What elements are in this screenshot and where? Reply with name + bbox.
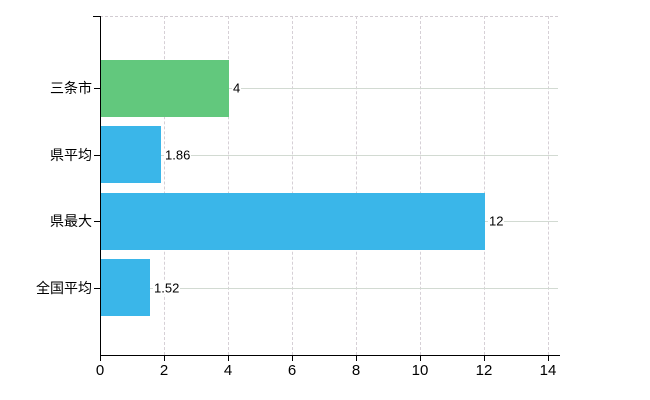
x-tick-label: 8 (351, 362, 361, 379)
x-tick-label: 6 (287, 362, 297, 379)
y-axis-tick (94, 88, 100, 89)
y-axis-tick (94, 155, 100, 156)
y-axis-tick (94, 221, 100, 222)
chart-bar (101, 193, 485, 250)
x-tick-label: 10 (411, 362, 429, 379)
gridline-horizontal (101, 88, 558, 89)
gridline-vertical (164, 16, 165, 355)
x-tick-label: 2 (159, 362, 169, 379)
x-tick-label: 14 (539, 362, 557, 379)
bar-value-label: 1.86 (164, 147, 192, 163)
bar-value-label: 12 (488, 213, 505, 229)
y-axis-line (100, 16, 101, 356)
category-label: 三条市 (50, 80, 92, 96)
gridline-vertical (420, 16, 421, 355)
category-label: 県平均 (50, 147, 92, 163)
category-label: 全国平均 (36, 280, 92, 296)
x-tick-label: 12 (475, 362, 493, 379)
chart-bar (101, 126, 161, 183)
x-axis-tick (292, 355, 293, 361)
x-tick-label: 4 (223, 362, 233, 379)
gridline-vertical (548, 16, 549, 355)
gridline-horizontal (101, 155, 558, 156)
x-axis-tick (100, 355, 101, 361)
y-axis-tick (94, 288, 100, 289)
x-tick-label: 0 (95, 362, 105, 379)
bar-value-label: 4 (232, 80, 242, 96)
y-axis-top-tick (93, 16, 100, 17)
category-label: 県最大 (50, 213, 92, 229)
x-axis-tick (420, 355, 421, 361)
gridline-vertical (484, 16, 485, 355)
gridline-horizontal (101, 288, 558, 289)
gridline-vertical (228, 16, 229, 355)
gridline-vertical (292, 16, 293, 355)
x-axis-tick (548, 355, 549, 361)
x-axis-tick (484, 355, 485, 361)
bar-value-label: 1.52 (153, 280, 181, 296)
chart-bar (101, 259, 150, 316)
x-axis-tick (356, 355, 357, 361)
chart-bar (101, 60, 229, 117)
plot-top-border (100, 16, 558, 17)
x-axis-line (100, 355, 560, 356)
x-axis-tick (228, 355, 229, 361)
gridline-vertical (356, 16, 357, 355)
x-axis-tick (164, 355, 165, 361)
